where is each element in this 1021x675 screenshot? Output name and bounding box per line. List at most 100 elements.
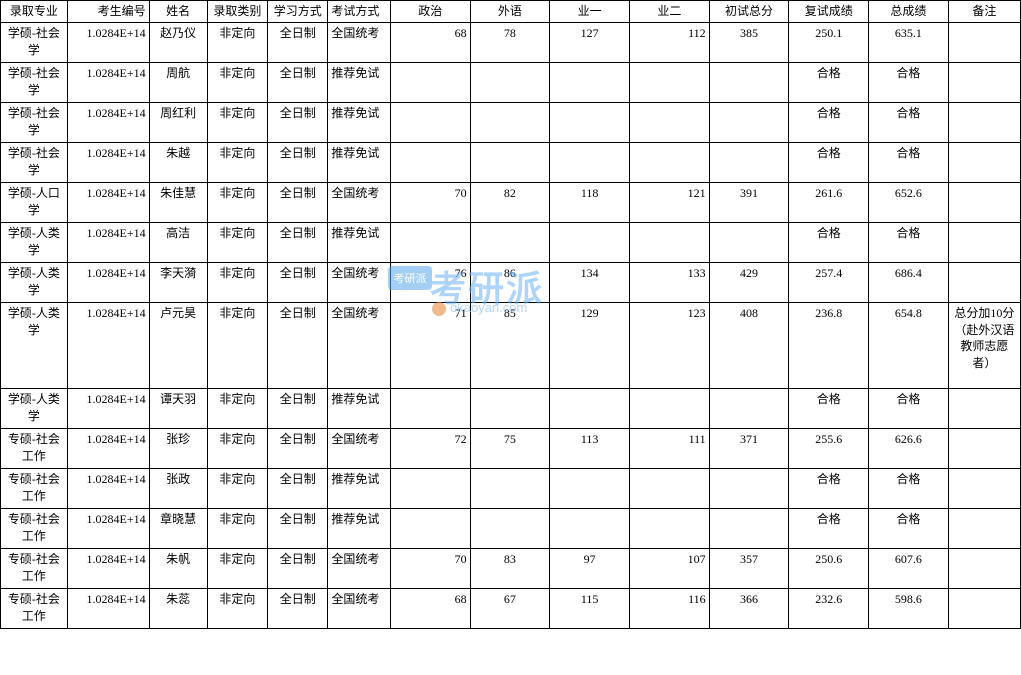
table-cell (709, 62, 789, 102)
table-cell: 合格 (789, 222, 869, 262)
table-cell: 全国统考 (328, 428, 390, 468)
table-cell (709, 508, 789, 548)
table-cell: 全日制 (268, 388, 328, 428)
table-cell: 1.0284E+14 (67, 182, 149, 222)
table-cell (948, 588, 1020, 628)
table-cell (550, 102, 630, 142)
table-cell: 83 (470, 548, 550, 588)
table-cell: 408 (709, 302, 789, 388)
table-cell: 合格 (789, 388, 869, 428)
table-cell: 72 (390, 428, 470, 468)
table-cell: 高洁 (149, 222, 207, 262)
table-cell: 607.6 (869, 548, 949, 588)
table-cell: 652.6 (869, 182, 949, 222)
table-cell: 推荐免试 (328, 102, 390, 142)
table-cell: 全日制 (268, 548, 328, 588)
table-row: 学硕-社会学1.0284E+14朱越非定向全日制推荐免试合格合格 (1, 142, 1021, 182)
table-cell (629, 388, 709, 428)
column-header: 姓名 (149, 1, 207, 23)
table-row: 专硕-社会工作1.0284E+14张政非定向全日制推荐免试合格合格 (1, 468, 1021, 508)
table-cell: 推荐免试 (328, 508, 390, 548)
table-cell: 合格 (789, 508, 869, 548)
table-cell: 全国统考 (328, 182, 390, 222)
table-cell: 学硕-人类学 (1, 388, 68, 428)
table-cell: 非定向 (207, 588, 267, 628)
table-cell: 非定向 (207, 428, 267, 468)
table-cell: 366 (709, 588, 789, 628)
table-row: 专硕-社会工作1.0284E+14张珍非定向全日制全国统考72751131113… (1, 428, 1021, 468)
table-cell (550, 62, 630, 102)
table-cell: 合格 (869, 102, 949, 142)
table-cell: 全国统考 (328, 548, 390, 588)
column-header: 学习方式 (268, 1, 328, 23)
table-cell: 1.0284E+14 (67, 142, 149, 182)
column-header: 录取类别 (207, 1, 267, 23)
table-cell: 全日制 (268, 22, 328, 62)
table-cell: 合格 (789, 102, 869, 142)
table-cell: 635.1 (869, 22, 949, 62)
table-cell: 85 (470, 302, 550, 388)
table-cell: 68 (390, 22, 470, 62)
column-header: 录取专业 (1, 1, 68, 23)
table-cell (390, 388, 470, 428)
table-cell (629, 468, 709, 508)
table-cell (390, 508, 470, 548)
table-cell: 67 (470, 588, 550, 628)
table-cell: 78 (470, 22, 550, 62)
table-cell: 70 (390, 548, 470, 588)
table-cell: 70 (390, 182, 470, 222)
table-cell: 全国统考 (328, 22, 390, 62)
table-cell: 非定向 (207, 262, 267, 302)
table-cell: 合格 (869, 508, 949, 548)
table-cell: 429 (709, 262, 789, 302)
table-cell (948, 548, 1020, 588)
table-cell (948, 62, 1020, 102)
table-cell: 全日制 (268, 262, 328, 302)
table-cell: 1.0284E+14 (67, 468, 149, 508)
table-cell (948, 22, 1020, 62)
table-cell (470, 62, 550, 102)
table-cell: 非定向 (207, 22, 267, 62)
table-cell: 合格 (869, 222, 949, 262)
table-cell (709, 222, 789, 262)
table-cell: 全日制 (268, 102, 328, 142)
table-cell (550, 388, 630, 428)
table-cell (550, 508, 630, 548)
column-header: 考试方式 (328, 1, 390, 23)
table-cell: 全国统考 (328, 262, 390, 302)
table-cell: 学硕-社会学 (1, 22, 68, 62)
table-cell: 非定向 (207, 142, 267, 182)
table-cell: 82 (470, 182, 550, 222)
table-cell (390, 102, 470, 142)
table-row: 学硕-社会学1.0284E+14周红利非定向全日制推荐免试合格合格 (1, 102, 1021, 142)
table-cell: 261.6 (789, 182, 869, 222)
table-cell: 116 (629, 588, 709, 628)
table-cell: 周航 (149, 62, 207, 102)
table-cell (550, 142, 630, 182)
table-cell (629, 222, 709, 262)
column-header: 考生编号 (67, 1, 149, 23)
column-header: 外语 (470, 1, 550, 23)
table-cell (709, 468, 789, 508)
table-cell: 75 (470, 428, 550, 468)
table-cell: 1.0284E+14 (67, 548, 149, 588)
table-cell: 张政 (149, 468, 207, 508)
table-cell: 134 (550, 262, 630, 302)
table-cell: 推荐免试 (328, 468, 390, 508)
table-cell (629, 508, 709, 548)
table-cell: 非定向 (207, 388, 267, 428)
table-cell (629, 142, 709, 182)
table-cell: 全日制 (268, 302, 328, 388)
table-cell (470, 468, 550, 508)
table-cell: 全日制 (268, 182, 328, 222)
table-cell: 卢元昊 (149, 302, 207, 388)
table-cell: 合格 (789, 468, 869, 508)
table-cell: 1.0284E+14 (67, 302, 149, 388)
table-cell: 232.6 (789, 588, 869, 628)
table-cell: 非定向 (207, 548, 267, 588)
admission-table: 录取专业考生编号姓名录取类别学习方式考试方式政治外语业一业二初试总分复试成绩总成… (0, 0, 1021, 629)
table-cell: 推荐免试 (328, 62, 390, 102)
table-cell: 合格 (869, 388, 949, 428)
table-cell: 385 (709, 22, 789, 62)
table-row: 学硕-人类学1.0284E+14高洁非定向全日制推荐免试合格合格 (1, 222, 1021, 262)
